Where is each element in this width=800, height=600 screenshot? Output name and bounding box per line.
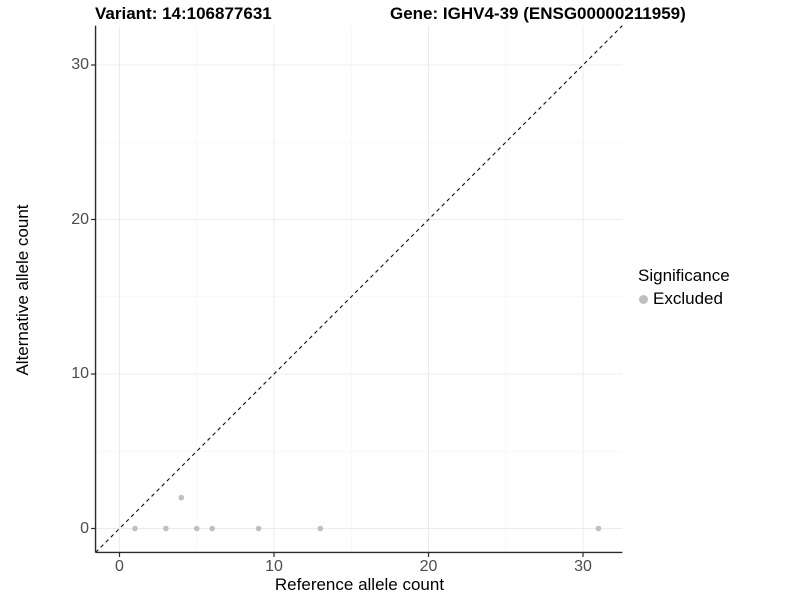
legend-entry-label: Excluded — [653, 289, 723, 308]
y-tick-label: 20 — [71, 210, 89, 228]
data-point — [163, 525, 169, 532]
data-point — [595, 525, 602, 532]
data-point — [255, 525, 262, 532]
data-point — [317, 525, 324, 532]
x-tick-label: 10 — [265, 558, 283, 575]
legend: Significance Excluded — [638, 266, 730, 309]
data-point — [209, 525, 215, 532]
legend-entry: Excluded — [638, 289, 730, 309]
plot-title-gene: Gene: IGHV4-39 (ENSG00000211959) — [390, 4, 686, 23]
legend-title: Significance — [638, 266, 730, 285]
y-axis-title: Alternative allele count — [13, 204, 32, 376]
y-tick-label: 30 — [71, 56, 89, 73]
identity-line — [95, 25, 623, 553]
x-axis-title: Reference allele count — [274, 575, 445, 594]
legend-entries: Excluded — [638, 289, 730, 309]
y-tick-label: 0 — [80, 519, 89, 537]
plot-title-variant: Variant: 14:106877631 — [95, 4, 272, 23]
data-point — [178, 494, 185, 501]
x-tick-label: 30 — [574, 558, 592, 575]
legend-key-dot-icon — [639, 294, 648, 304]
x-tick-label: 20 — [419, 558, 438, 575]
x-tick-label: 0 — [115, 558, 124, 575]
y-tick-label: 10 — [71, 365, 89, 382]
data-point — [193, 525, 200, 532]
data-point — [132, 525, 138, 532]
